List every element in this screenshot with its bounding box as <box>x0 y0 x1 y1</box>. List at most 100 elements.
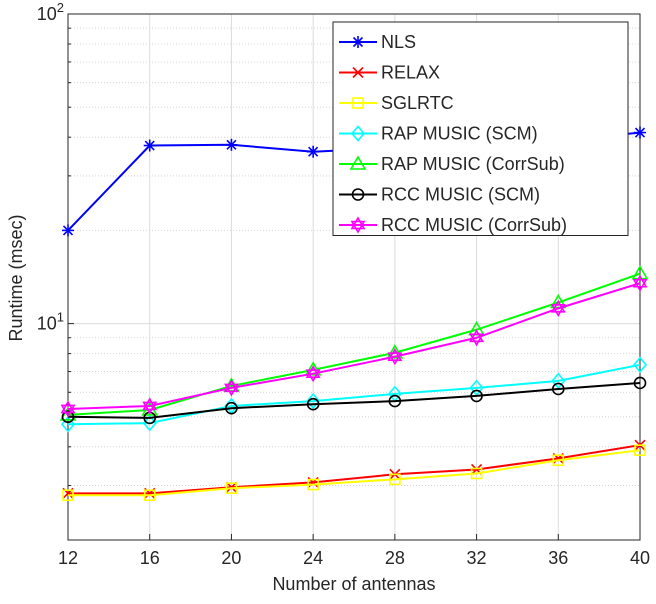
marker <box>550 299 566 317</box>
marker <box>306 392 321 410</box>
y-axis-label: Runtime (msec) <box>6 214 26 341</box>
marker-shape <box>631 265 649 280</box>
legend-label: SGLRTC <box>381 93 454 113</box>
series-line <box>68 449 641 497</box>
marker-shape <box>386 344 404 359</box>
marker <box>552 454 565 467</box>
marker <box>143 139 156 152</box>
legend-label: RCC MUSIC (SCM) <box>381 185 540 205</box>
marker <box>350 125 366 142</box>
marker <box>352 36 364 48</box>
marker-shape <box>634 444 646 457</box>
marker <box>470 389 483 403</box>
marker-shape <box>387 348 403 361</box>
marker <box>225 401 238 415</box>
marker <box>388 394 402 408</box>
x-tick-label: 20 <box>221 548 241 568</box>
y-tick-label: 102 <box>37 0 64 24</box>
series-line <box>67 272 641 416</box>
marker <box>223 379 239 397</box>
marker-shape <box>223 383 239 397</box>
marker <box>632 274 648 292</box>
marker <box>142 397 158 415</box>
series-line <box>67 282 641 410</box>
marker <box>225 482 238 494</box>
marker <box>551 382 565 396</box>
marker <box>60 400 76 418</box>
marker-shape <box>350 220 366 234</box>
marker <box>349 155 367 170</box>
x-tick-label: 40 <box>630 548 650 568</box>
marker <box>631 265 649 280</box>
marker-shape <box>307 478 319 491</box>
marker-shape <box>551 372 566 390</box>
marker-shape <box>550 304 566 317</box>
marker-shape <box>60 404 76 418</box>
marker <box>387 348 403 366</box>
marker-shape <box>225 482 238 494</box>
x-tick-label: 28 <box>385 548 405 568</box>
marker-stroke <box>352 36 364 48</box>
marker <box>225 138 238 151</box>
marker <box>389 473 401 486</box>
marker <box>352 97 364 109</box>
marker-shape <box>62 489 74 502</box>
marker-stroke <box>352 66 364 79</box>
legend-box <box>332 21 629 236</box>
legend-label: RELAX <box>381 63 440 83</box>
marker-shape <box>305 369 321 383</box>
marker-shape <box>225 401 238 415</box>
legend-label: RCC MUSIC (CorrSub) <box>381 215 567 235</box>
marker <box>351 188 365 201</box>
marker-shape <box>60 400 76 414</box>
marker <box>634 126 646 139</box>
legend-label: RAP MUSIC (CorrSub) <box>381 154 565 174</box>
marker-shape <box>61 410 75 424</box>
marker-shape <box>352 97 364 109</box>
marker-shape <box>469 329 485 343</box>
marker <box>143 489 156 502</box>
marker <box>632 356 648 374</box>
series-line <box>67 363 641 426</box>
marker-shape <box>59 406 77 421</box>
marker-shape <box>387 352 403 366</box>
marker <box>634 444 646 457</box>
marker <box>352 66 364 79</box>
marker <box>305 365 321 383</box>
marker <box>307 478 319 491</box>
marker <box>59 406 77 421</box>
marker-shape <box>305 365 321 378</box>
marker <box>307 145 320 158</box>
marker <box>306 397 320 411</box>
marker-shape <box>632 356 648 374</box>
x-axis-label: Number of antennas <box>272 574 435 594</box>
series-line <box>68 444 641 495</box>
marker <box>304 361 322 376</box>
marker <box>469 379 484 397</box>
marker-shape <box>469 333 485 347</box>
marker <box>469 329 485 347</box>
marker-shape <box>470 467 483 480</box>
marker-stroke <box>144 140 155 151</box>
marker-shape <box>142 401 158 415</box>
marker-shape <box>389 473 401 486</box>
marker-shape <box>223 379 239 393</box>
legend-label: RAP MUSIC (SCM) <box>381 124 538 144</box>
legend-label: NLS <box>381 32 416 52</box>
marker <box>61 410 75 424</box>
marker-shape <box>632 278 648 292</box>
x-tick-label: 24 <box>303 548 323 568</box>
marker <box>551 372 566 390</box>
marker <box>350 216 366 234</box>
x-tick-label: 16 <box>140 548 160 568</box>
marker-shape <box>632 274 648 288</box>
marker <box>470 467 483 480</box>
x-tick-label: 32 <box>467 548 487 568</box>
marker-shape <box>142 397 158 411</box>
marker-shape <box>470 389 483 403</box>
marker-stroke <box>226 139 237 150</box>
marker-shape <box>306 397 320 411</box>
marker <box>62 489 74 502</box>
marker <box>633 376 647 390</box>
